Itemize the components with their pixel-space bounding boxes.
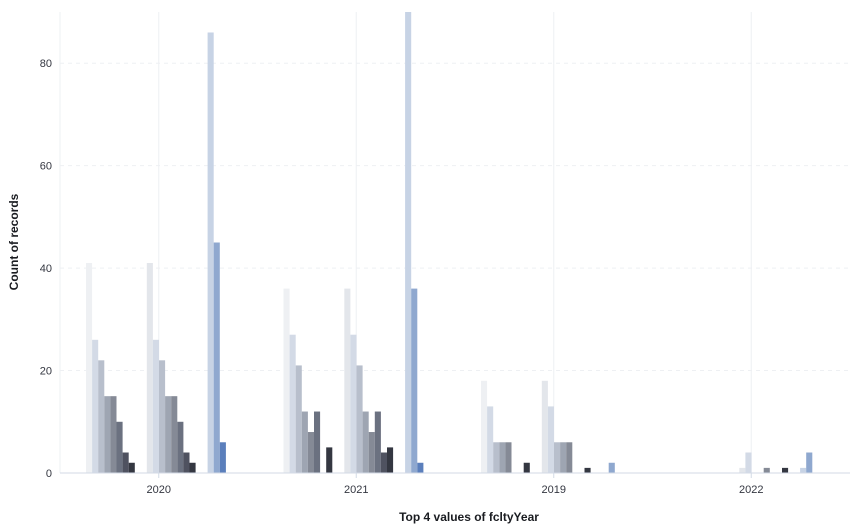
bar xyxy=(116,421,123,473)
bar xyxy=(183,452,190,473)
bar xyxy=(380,452,387,473)
bar xyxy=(417,462,424,473)
bar xyxy=(499,442,506,473)
bar xyxy=(128,462,135,473)
bar xyxy=(405,12,412,473)
bar xyxy=(493,442,500,473)
bar xyxy=(301,411,308,473)
y-tick-label: 80 xyxy=(40,58,52,70)
bar xyxy=(505,442,512,473)
bar xyxy=(362,411,369,473)
y-tick-label: 0 xyxy=(46,468,52,480)
bar xyxy=(159,360,166,473)
bars-layer xyxy=(86,12,813,474)
bar xyxy=(307,432,314,473)
bar xyxy=(763,467,770,473)
x-tick-label: 2020 xyxy=(147,484,171,496)
bar xyxy=(374,411,381,473)
bar xyxy=(177,421,184,473)
bar xyxy=(356,365,363,473)
y-tick-label: 40 xyxy=(40,263,52,275)
bar xyxy=(189,462,196,473)
bar xyxy=(152,339,159,473)
bar xyxy=(146,262,153,473)
x-tick-label: 2019 xyxy=(542,484,566,496)
bar xyxy=(314,411,321,473)
bar xyxy=(806,452,813,473)
bar xyxy=(122,452,129,473)
y-tick-label: 20 xyxy=(40,366,52,378)
bar xyxy=(608,462,615,473)
bar xyxy=(165,396,172,473)
axis-layer: 0 20 40 60 80 2020 2021 2019 2022 xyxy=(40,12,850,496)
x-tick-label: 2022 xyxy=(739,484,763,496)
bar xyxy=(213,242,220,473)
bar xyxy=(326,447,333,473)
bar xyxy=(566,442,573,473)
bar xyxy=(219,442,226,473)
bar xyxy=(739,467,746,473)
bar xyxy=(800,467,807,473)
y-tick-label: 60 xyxy=(40,161,52,173)
bar xyxy=(207,32,214,474)
bar xyxy=(584,467,591,473)
bar xyxy=(782,467,789,473)
bar xyxy=(411,288,418,473)
bar xyxy=(98,360,105,473)
bar xyxy=(350,334,357,473)
bar xyxy=(541,380,548,473)
bar xyxy=(560,442,567,473)
bar xyxy=(86,262,93,473)
bar xyxy=(487,406,494,473)
y-axis-title: Count of records xyxy=(7,193,21,290)
bar xyxy=(289,334,296,473)
bar xyxy=(295,365,302,473)
bar xyxy=(92,339,99,473)
bar xyxy=(171,396,178,473)
bar xyxy=(344,288,351,473)
grid-layer xyxy=(60,12,850,473)
bar xyxy=(104,396,111,473)
bar xyxy=(110,396,117,473)
bar xyxy=(745,452,752,473)
x-tick-label: 2021 xyxy=(344,484,368,496)
bar xyxy=(481,380,488,473)
bar xyxy=(387,447,394,473)
bar xyxy=(283,288,290,473)
bar xyxy=(554,442,561,473)
bar xyxy=(523,462,530,473)
bar xyxy=(368,432,375,473)
bar xyxy=(547,406,554,473)
x-axis-title: Top 4 values of fcltyYear xyxy=(399,510,539,524)
